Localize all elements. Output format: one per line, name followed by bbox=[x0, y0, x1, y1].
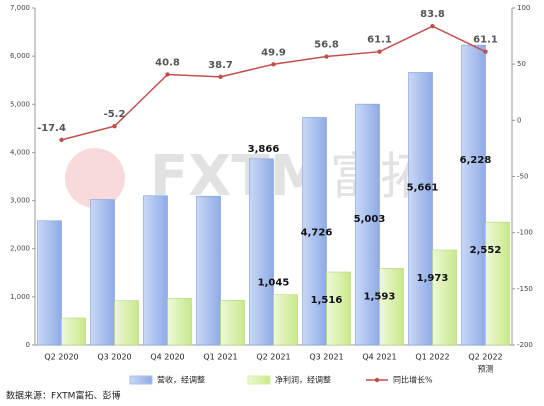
watermark-logo bbox=[65, 148, 125, 208]
growth-label: 61.1 bbox=[367, 35, 392, 46]
profit-bar bbox=[432, 249, 457, 346]
x-tick-label: Q2 2021 bbox=[256, 353, 290, 362]
growth-label: 49.9 bbox=[261, 47, 286, 58]
x-tick-label: Q1 2022 bbox=[415, 353, 449, 362]
growth-marker bbox=[324, 54, 329, 59]
data-label: 2,552 bbox=[470, 245, 502, 256]
profit-bar bbox=[114, 300, 139, 346]
y2-tick-label: 100 bbox=[517, 4, 530, 12]
legend-item: 同比增长% bbox=[366, 375, 433, 385]
data-label: 3,866 bbox=[248, 144, 280, 155]
growth-label: 83.8 bbox=[420, 9, 445, 20]
x-tick-label: Q1 2021 bbox=[203, 353, 237, 362]
growth-label: -17.4 bbox=[37, 123, 66, 134]
y-tick-label: 2,000 bbox=[10, 245, 30, 253]
growth-marker bbox=[165, 72, 170, 77]
revenue-bar bbox=[37, 220, 62, 346]
growth-label: 56.8 bbox=[314, 40, 339, 51]
profit-bar bbox=[61, 317, 86, 346]
y2-tick-label: -200 bbox=[517, 341, 533, 349]
data-label: 1,593 bbox=[364, 291, 396, 302]
legend-swatch bbox=[129, 375, 153, 385]
y-tick-label: 6,000 bbox=[10, 52, 30, 60]
y-tick-label: 5,000 bbox=[10, 100, 30, 108]
growth-marker bbox=[112, 123, 117, 129]
x-tick-label: Q4 2020 bbox=[150, 353, 184, 362]
growth-label: -5.2 bbox=[104, 109, 126, 120]
growth-marker bbox=[271, 62, 276, 67]
category-note: 预测 bbox=[478, 364, 494, 374]
legend-item: 净利润，经调整 bbox=[247, 375, 331, 385]
data-label: 6,228 bbox=[460, 155, 492, 166]
y2-tick-label: -100 bbox=[517, 229, 533, 237]
data-label: 5,661 bbox=[407, 182, 439, 193]
y2-tick-label: 0 bbox=[517, 116, 521, 124]
y-tick-label: 0 bbox=[26, 341, 30, 349]
data-label: 5,003 bbox=[354, 214, 386, 225]
y-tick-label: 1,000 bbox=[10, 293, 30, 301]
x-tick-label: Q4 2021 bbox=[362, 353, 396, 362]
legend-label: 营收，经调整 bbox=[157, 375, 205, 385]
legend-label: 净利润，经调整 bbox=[275, 375, 331, 385]
x-tick-label: Q2 2020 bbox=[44, 353, 78, 362]
revenue-bar bbox=[90, 199, 115, 346]
y2-tick-label: -150 bbox=[517, 285, 533, 293]
x-tick-label: Q2 2022 bbox=[468, 353, 502, 362]
data-label: 1,045 bbox=[258, 278, 290, 289]
legend-item: 营收，经调整 bbox=[129, 375, 205, 385]
revenue-bar bbox=[408, 72, 433, 346]
profit-bar bbox=[326, 271, 351, 346]
data-label: 4,726 bbox=[301, 227, 333, 238]
profit-bar bbox=[167, 298, 192, 346]
growth-label: 61.1 bbox=[473, 35, 498, 46]
revenue-bar bbox=[302, 117, 327, 346]
growth-label: 40.8 bbox=[155, 58, 180, 69]
revenue-bar bbox=[355, 103, 380, 346]
profit-bar bbox=[273, 294, 298, 346]
legend-swatch-marker bbox=[374, 377, 380, 383]
profit-bar bbox=[485, 221, 510, 346]
revenue-bar bbox=[143, 195, 168, 346]
growth-marker bbox=[59, 137, 64, 143]
growth-marker bbox=[483, 49, 488, 54]
y-tick-label: 3,000 bbox=[10, 197, 30, 205]
y-tick-label: 4,000 bbox=[10, 148, 30, 156]
x-tick-label: Q3 2021 bbox=[309, 353, 343, 362]
watermark-text: FXTM bbox=[150, 144, 325, 209]
profit-bar bbox=[220, 299, 245, 346]
growth-marker bbox=[377, 49, 382, 54]
growth-marker bbox=[218, 74, 223, 80]
data-label: 1,973 bbox=[417, 273, 449, 284]
x-tick-label: Q3 2020 bbox=[97, 353, 131, 362]
data-label: 1,516 bbox=[311, 295, 343, 306]
revenue-bar bbox=[196, 195, 221, 346]
y-tick-label: 7,000 bbox=[10, 4, 30, 12]
y2-tick-label: -50 bbox=[517, 173, 528, 181]
profit-bar bbox=[379, 268, 404, 346]
y2-tick-label: 50 bbox=[517, 60, 526, 68]
source: 数据来源：FXTM富拓、彭博 bbox=[6, 390, 120, 402]
growth-marker bbox=[430, 23, 435, 29]
legend-swatch bbox=[247, 375, 271, 385]
growth-label: 38.7 bbox=[208, 60, 233, 71]
legend-label: 同比增长% bbox=[393, 375, 433, 385]
revenue-bar bbox=[461, 44, 486, 346]
revenue-bar bbox=[249, 158, 274, 346]
